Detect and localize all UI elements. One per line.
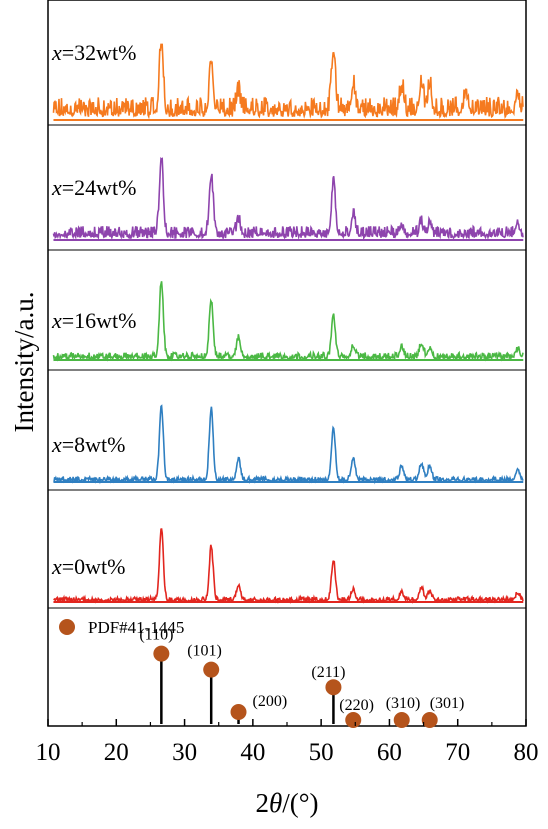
x-tick-label: 10 [36, 739, 61, 766]
miller-index-label: (110) [139, 627, 173, 644]
series-label: x=0wt% [51, 554, 126, 579]
reference-marker [393, 712, 410, 728]
reference-marker [345, 712, 362, 728]
x-tick-label: 40 [240, 739, 265, 766]
x-tick-label: 70 [445, 739, 470, 766]
series-line [53, 528, 524, 605]
x-tick-label: 30 [172, 739, 197, 766]
x-axis: 10 20 30 40 50 60 70 80 [36, 719, 539, 766]
reference-marker [203, 661, 220, 678]
series-label: x=32wt% [51, 40, 137, 65]
miller-index-label: (220) [339, 697, 374, 714]
miller-index-label: (301) [430, 695, 465, 712]
series-label: x=24wt% [51, 175, 137, 200]
miller-index-label: (310) [386, 695, 421, 712]
x-tick-label: 50 [309, 739, 334, 766]
reference-marker [325, 679, 342, 696]
series-line [52, 156, 524, 241]
legend-label: PDF#41-1445 [88, 618, 184, 637]
legend-marker [59, 619, 75, 635]
series-line [53, 404, 524, 485]
series-label: x=8wt% [51, 432, 126, 457]
x-tick-label: 20 [104, 739, 129, 766]
reference-layer: PDF#41-1445(110) (101) (200) (211) (220) (310… [59, 618, 464, 728]
miller-index-label: (101) [187, 643, 222, 660]
x-axis-title: 2θ/(°) [255, 788, 318, 818]
series-label: x=16wt% [51, 308, 137, 333]
miller-index-label: (211) [311, 664, 345, 681]
series-layer: x=32wt% x=24wt% x=16wt% x=8wt% x=0wt% [51, 40, 524, 605]
x-tick-label: 80 [514, 739, 539, 766]
miller-index-label: (200) [253, 693, 288, 710]
reference-marker [153, 645, 170, 662]
x-tick-label: 60 [377, 739, 402, 766]
reference-marker [421, 712, 438, 728]
series-line [52, 43, 524, 120]
reference-marker [230, 704, 247, 720]
y-axis-title: Intensity/a.u. [9, 292, 39, 433]
series-line [52, 281, 524, 362]
